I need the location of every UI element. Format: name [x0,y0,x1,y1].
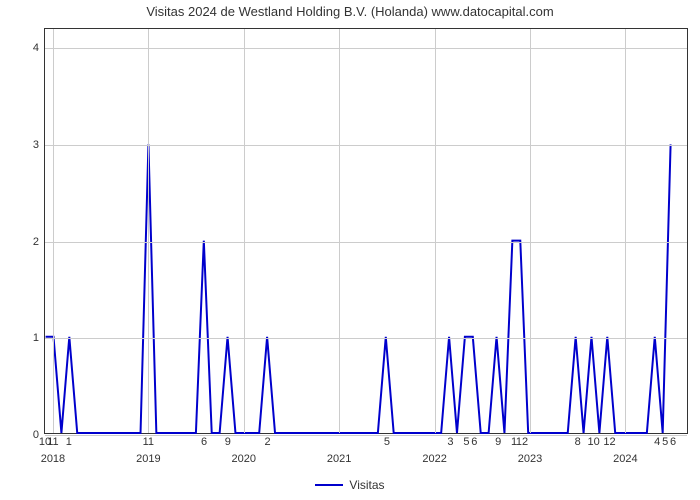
grid-v [244,29,245,433]
x-month-label: 2 [265,433,271,448]
y-tick-label: 3 [33,139,45,151]
y-tick-label: 1 [33,332,45,344]
x-month-label: 9 [225,433,231,448]
x-month-label: 11 [47,433,58,448]
line-series [45,29,687,433]
grid-v [435,29,436,433]
x-month-label: 6 [670,433,676,448]
x-month-label: 1 [66,433,72,448]
x-year-label: 2021 [327,433,351,465]
x-month-label: 12 [603,433,615,448]
x-year-label: 2020 [232,433,256,465]
grid-v [53,29,54,433]
grid-h [45,48,687,49]
x-month-label: 8 [575,433,581,448]
grid-h [45,338,687,339]
x-month-label: 6 [201,433,207,448]
x-month-label: 5 [662,433,668,448]
grid-v [530,29,531,433]
x-month-label: 4 [654,433,660,448]
x-month-label: 9 [495,433,501,448]
x-month-label: 6 [471,433,477,448]
plot-area: 0123420182019202020212022202320241011111… [44,28,688,434]
x-month-label: 11 [143,433,154,448]
x-year-label: 2024 [613,433,637,465]
y-tick-label: 4 [33,42,45,54]
chart-container: Visitas 2024 de Westland Holding B.V. (H… [0,0,700,500]
x-month-label: 5 [463,433,469,448]
grid-h [45,242,687,243]
x-month-label: 10 [587,433,599,448]
x-month-label: 3 [447,433,453,448]
legend-label: Visitas [349,478,384,492]
grid-h [45,145,687,146]
grid-v [625,29,626,433]
visits-line [46,144,671,433]
legend-swatch [315,484,343,486]
grid-v [148,29,149,433]
chart-title: Visitas 2024 de Westland Holding B.V. (H… [0,4,700,19]
grid-v [339,29,340,433]
x-month-label: 12 [516,433,528,448]
x-month-label: 5 [384,433,390,448]
x-year-label: 2022 [422,433,446,465]
y-tick-label: 2 [33,236,45,248]
legend: Visitas [0,477,700,492]
